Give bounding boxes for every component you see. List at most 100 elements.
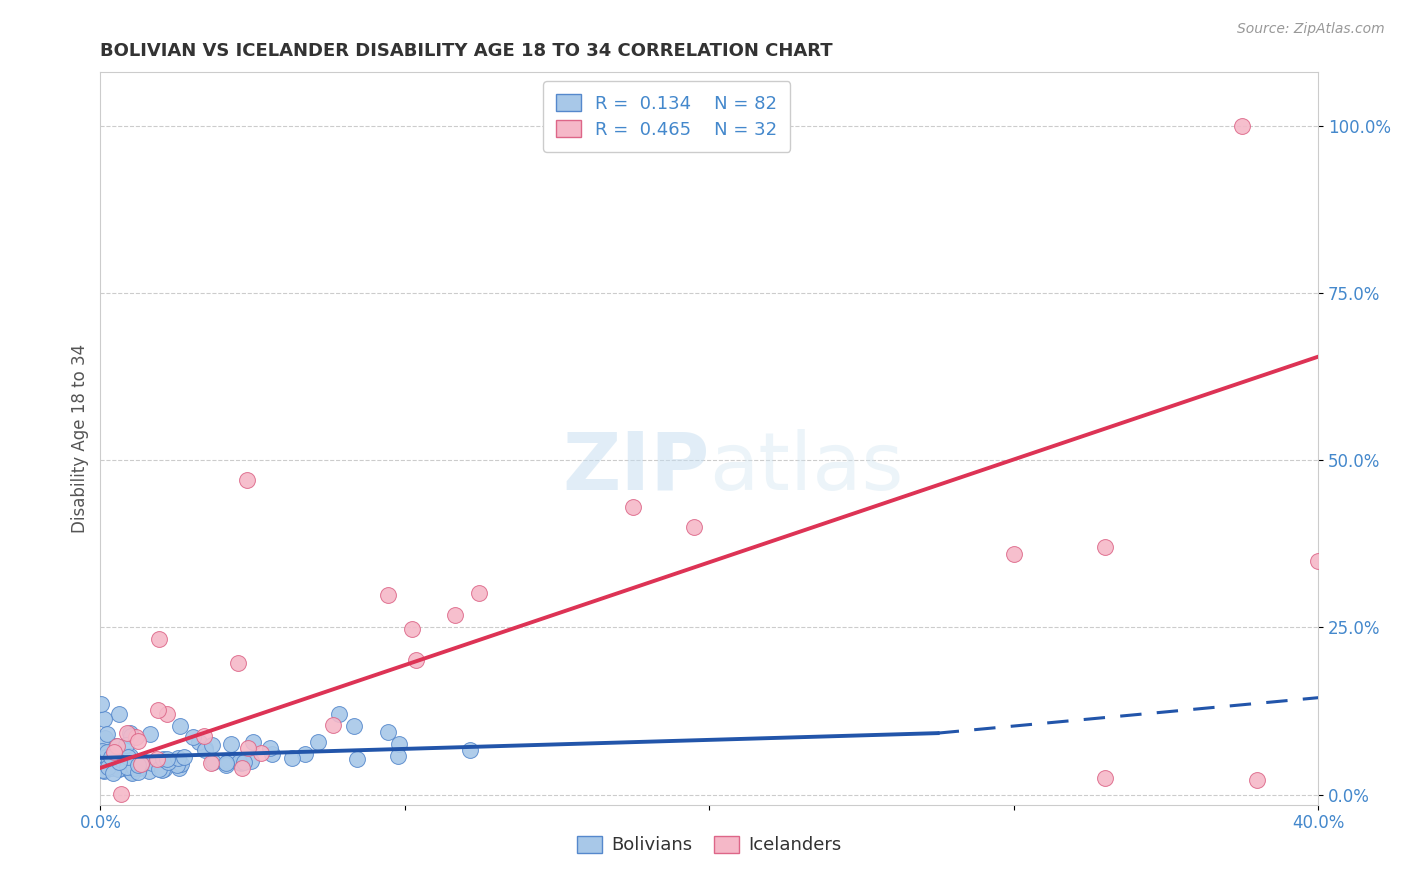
Point [259,741,281,756]
Point [150,763,173,777]
Point [260,747,283,762]
Point [170,756,193,771]
Point [138,764,160,779]
Point [128,761,150,775]
Point [228,755,250,769]
Legend: R =  0.134    N = 82, R =  0.465    N = 32: R = 0.134 N = 82, R = 0.465 N = 32 [543,81,790,152]
Point [152,752,174,766]
Point [346,752,368,766]
Point [94,750,117,764]
Point [221,737,243,751]
Point [201,738,224,752]
Point [1246,772,1268,787]
Point [166,757,188,772]
Point [104,745,127,759]
Point [90,697,112,711]
Point [105,739,128,753]
Point [117,750,139,764]
Point [683,520,706,534]
Point [98,754,121,768]
Point [115,738,138,752]
Point [167,751,190,765]
Point [141,756,163,770]
Point [115,725,138,739]
Point [307,735,329,749]
Point [322,718,344,732]
Point [231,761,253,775]
Point [129,756,152,771]
Point [129,758,152,772]
Point [621,500,644,514]
Point [1230,119,1253,133]
Point [167,761,190,775]
Point [117,760,139,774]
Point [110,787,132,801]
Point [328,706,350,721]
Point [458,742,481,756]
Point [131,754,153,768]
Point [173,750,195,764]
Point [1308,553,1330,567]
Text: Source: ZipAtlas.com: Source: ZipAtlas.com [1237,22,1385,37]
Point [118,726,141,740]
Point [201,755,224,769]
Point [105,739,128,753]
Point [148,632,170,646]
Point [146,703,169,717]
Point [120,729,142,743]
Point [217,754,239,768]
Point [97,759,120,773]
Point [118,749,141,764]
Point [226,656,249,670]
Point [1094,540,1116,554]
Point [139,727,162,741]
Text: ZIP: ZIP [562,429,709,507]
Point [194,743,217,757]
Point [200,756,222,770]
Point [235,474,257,488]
Point [96,746,118,760]
Point [233,755,256,769]
Point [401,622,423,636]
Point [124,730,146,744]
Point [146,752,169,766]
Point [181,730,204,744]
Point [127,757,149,772]
Point [156,752,179,766]
Point [100,761,122,775]
Point [156,706,179,721]
Point [294,747,316,761]
Point [250,746,273,760]
Point [169,719,191,733]
Point [387,749,409,764]
Point [152,762,174,776]
Point [238,741,260,756]
Y-axis label: Disability Age 18 to 34: Disability Age 18 to 34 [72,344,89,533]
Point [187,734,209,748]
Text: atlas: atlas [709,429,904,507]
Point [93,764,115,779]
Point [93,713,115,727]
Point [122,761,145,775]
Point [1094,771,1116,785]
Point [242,734,264,748]
Text: BOLIVIAN VS ICELANDER DISABILITY AGE 18 TO 34 CORRELATION CHART: BOLIVIAN VS ICELANDER DISABILITY AGE 18 … [100,42,832,60]
Point [96,727,118,741]
Point [1002,547,1025,561]
Point [94,731,117,745]
Point [167,756,190,771]
Point [193,729,215,743]
Point [343,719,366,733]
Point [110,755,132,769]
Point [215,758,238,772]
Point [121,765,143,780]
Point [120,765,142,780]
Point [107,757,129,772]
Point [281,750,304,764]
Point [148,763,170,777]
Point [108,756,131,770]
Point [101,755,124,769]
Point [104,749,127,764]
Point [405,653,427,667]
Point [103,766,125,780]
